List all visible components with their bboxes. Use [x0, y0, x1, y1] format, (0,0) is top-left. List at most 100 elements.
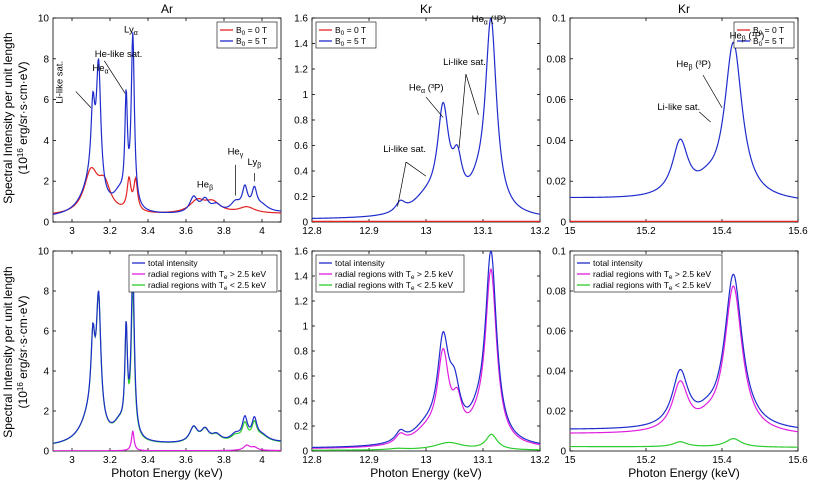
x-axis-label: Photon Energy (keV) [628, 466, 739, 480]
annotation: Li-like sat. [383, 144, 427, 207]
legend: B0 = 0 TB0 = 5 T [216, 21, 278, 49]
x-tick-label: 12.9 [359, 226, 379, 237]
y-tick-label: 0 [560, 447, 566, 458]
x-tick-label: 15.6 [788, 226, 808, 237]
x-tick-label: 3.4 [141, 226, 155, 237]
annotation-label: Heβ (³P) [676, 59, 711, 72]
y-tick-label: 1 [302, 322, 308, 333]
legend-label: total intensity [148, 258, 198, 268]
annotation-leader [425, 96, 444, 118]
y-tick-label: 0.06 [547, 327, 567, 338]
series-line-b0-5-t [312, 18, 540, 219]
y-tick-label: 0.06 [547, 95, 567, 106]
series-line-radial-regions-with-t-e-2-5-kev [570, 438, 798, 448]
legend-label: B0 = 0 T [753, 25, 784, 37]
y-tick-label: 8 [43, 287, 49, 298]
legend-box [128, 254, 278, 293]
y-tick-label: 0.04 [547, 136, 567, 147]
panel-bot-kr1: 12.8 12.9 13 13.1 13.2 0 0.2 0.4 0.6 0.8 1 1.2 1.4 1.… [294, 247, 550, 481]
legend-box [315, 21, 377, 49]
series-line-radial-regions-with-t-e-2-5-kev [312, 268, 540, 449]
annotation: Li-like sat. [55, 61, 92, 108]
ylabel-top-line2: (1016 erg/sr·s·cm·eV) [16, 62, 30, 175]
panel-bot-kr2: 15 15.2 15.4 15.6 0 0.02 0.04 0.06 0.08 0.1 Photon… [547, 247, 809, 481]
annotation-label: Heβ (¹P) [730, 30, 765, 43]
x-tick-label: 3.2 [103, 226, 117, 237]
series-line-radial-regions-with-t-e-2-5-kev [570, 285, 798, 434]
x-tick-label: 13.1 [473, 455, 493, 466]
y-tick-label: 0.4 [294, 167, 308, 178]
x-tick-label: 3.2 [103, 455, 117, 466]
x-tick-label: 15 [564, 226, 576, 237]
x-tick-label: 3.4 [141, 455, 155, 466]
x-tick-label: 3 [69, 226, 75, 237]
y-tick-label: 0 [43, 218, 49, 229]
chart-title: Kr [420, 2, 432, 16]
x-tick-label: 15.6 [788, 455, 808, 466]
legend: B0 = 0 TB0 = 5 T [733, 21, 795, 49]
series-line-total-intensity [53, 265, 281, 444]
legend-box [733, 21, 795, 49]
y-tick-label: 0.4 [294, 397, 308, 408]
x-tick-label: 13 [420, 226, 432, 237]
panel-top-kr1: 12.8 12.9 13 13.1 13.2 0 0.2 0.4 0.6 0.8 1 1.2 1.4 1.… [294, 2, 550, 237]
ylabel-bottom-line2: (1016 erg/sr·s·cm·eV) [16, 296, 30, 409]
y-tick-label: 0.8 [294, 116, 308, 127]
axes-box [569, 250, 799, 452]
annotation-leader [75, 91, 92, 108]
x-tick-label: 12.9 [359, 455, 379, 466]
annotation-leader [702, 74, 723, 108]
legend-label: radial regions with Te > 2.5 keV [148, 269, 266, 281]
y-tick-label: 8 [43, 54, 49, 65]
annotation-leader [458, 74, 467, 149]
x-tick-label: 13.2 [530, 455, 550, 466]
legend-box [216, 21, 278, 49]
y-tick-label: 0 [560, 218, 566, 229]
y-tick-label: 0.6 [294, 372, 308, 383]
axes-box [52, 17, 282, 223]
annotation-label: He-like sat. [95, 49, 143, 60]
annotation: Heγ [228, 147, 244, 196]
x-axis-label: Photon Energy (keV) [370, 466, 481, 480]
x-tick-label: 4 [259, 455, 265, 466]
annotation-label: Li-like sat. [55, 61, 66, 104]
x-tick-label: 3.8 [217, 455, 231, 466]
x-tick-label: 12.8 [302, 226, 322, 237]
x-tick-label: 12.8 [302, 455, 322, 466]
y-tick-label: 0.8 [294, 347, 308, 358]
legend-label: radial regions with Te < 2.5 keV [593, 280, 711, 292]
y-tick-label: 10 [38, 247, 50, 258]
y-tick-label: 0.6 [294, 141, 308, 152]
chart-title: Ar [161, 2, 173, 16]
series-line-total-intensity [312, 251, 540, 449]
ylabel-top-line1: Spectral Intensity per unit length [1, 32, 15, 203]
y-tick-label: 2 [43, 407, 49, 418]
legend-label: total intensity [593, 258, 643, 268]
y-tick-label: 0.02 [547, 407, 567, 418]
series-line-b0-5-t [53, 32, 281, 215]
annotation: Heα (³P) [409, 83, 444, 118]
annotation: Heα (¹P) [472, 14, 507, 27]
legend-label: B0 = 0 T [335, 25, 366, 37]
annotation: Heβ (¹P) [730, 30, 765, 43]
annotation: Lyβ [248, 157, 261, 182]
x-axis-label: Photon Energy (keV) [111, 466, 222, 480]
panel-top-ar: 3 3.2 3.4 3.6 3.8 4 0 2 4 6 8 10 Ar B0 = 0 TB0 = 5 T L… [38, 2, 282, 237]
y-tick-label: 0.2 [294, 422, 308, 433]
y-tick-label: 0 [302, 447, 308, 458]
annotation-label: Li-like sat. [657, 102, 700, 113]
annotation-label: Li-like sat. [383, 144, 426, 155]
legend: B0 = 0 TB0 = 5 T [315, 21, 377, 49]
annotation-leader [104, 60, 126, 94]
y-tick-label: 1 [302, 90, 308, 101]
x-tick-label: 15.4 [712, 455, 732, 466]
annotation: Heα [92, 63, 108, 76]
y-tick-label: 6 [43, 327, 49, 338]
series-line-b0-5-t [570, 41, 798, 199]
y-tick-label: 1.6 [294, 14, 308, 25]
series-line-radial-regions-with-t-e-2-5-kev [53, 430, 281, 451]
x-tick-label: 13.1 [473, 226, 493, 237]
annotation: Li-like sat. [443, 57, 486, 149]
